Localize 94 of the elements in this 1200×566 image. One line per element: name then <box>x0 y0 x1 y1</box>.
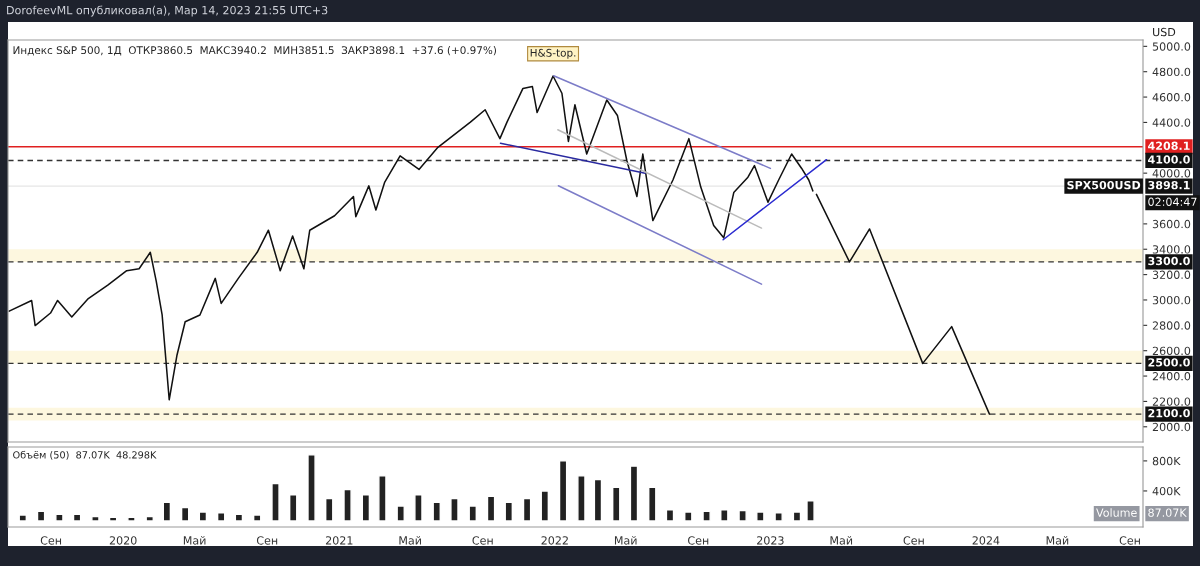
y-tick-label: 2800.0 <box>1152 321 1191 330</box>
bar <box>414 494 423 522</box>
line-series <box>8 75 814 401</box>
y-tick-label: 2400.0 <box>1152 372 1191 381</box>
bar <box>540 490 550 522</box>
x-tick-label: Сен <box>256 536 278 545</box>
bar <box>72 513 82 522</box>
bar <box>432 501 441 522</box>
x-tick-label: Сен <box>40 536 62 545</box>
x-tick-label: Май <box>183 536 206 545</box>
y-tick-label: 400K <box>1152 486 1181 496</box>
chart-title: DorofeevML опубликовал(а), Мар 14, 2023 21:55 UTC+3 <box>7 5 328 17</box>
y-axis-title: USD <box>1153 27 1176 37</box>
y-tick-label: 4000.0 <box>1152 169 1191 178</box>
x-tick-label: Май <box>830 536 853 545</box>
x-tick-label: Сен <box>688 536 709 545</box>
ref-line-label: 4100.0 <box>1148 155 1190 164</box>
ref-line-label: 3300.0 <box>1148 256 1190 266</box>
bar <box>612 486 621 522</box>
bar <box>252 514 262 522</box>
x-tick-label: Май <box>1046 536 1069 545</box>
x-tick-label: 2024 <box>972 536 1000 545</box>
bar <box>774 512 783 522</box>
bar <box>127 516 136 522</box>
bar <box>756 511 765 522</box>
bar <box>91 515 100 522</box>
line-series <box>815 193 991 415</box>
y-tick-label: 3000.0 <box>1152 295 1191 305</box>
y-tick-label: 2200.0 <box>1152 397 1191 406</box>
bar <box>198 511 208 522</box>
x-tick-label: Май <box>614 536 637 545</box>
bar <box>648 486 657 522</box>
chart-title: Объём (50) 87.07K 48.298K <box>13 450 157 460</box>
ref-line-label: 4208.1 <box>1148 141 1190 150</box>
bar <box>36 510 46 522</box>
bar <box>361 494 371 522</box>
bar <box>593 478 603 522</box>
bar <box>702 510 711 522</box>
bar <box>396 505 405 522</box>
x-tick-label: 2021 <box>325 536 353 545</box>
y-tick-label: 2600.0 <box>1152 346 1191 356</box>
x-tick-label: 2022 <box>541 536 568 545</box>
bar <box>307 454 316 522</box>
bar <box>108 516 118 522</box>
bar <box>343 488 352 522</box>
bar <box>325 497 334 522</box>
bar <box>486 495 496 522</box>
bar <box>684 511 693 522</box>
annotation: Volume <box>1096 508 1137 517</box>
y-tick-label: 4800.0 <box>1152 67 1191 77</box>
y-tick-label: 3600.0 <box>1152 219 1191 229</box>
y-tick-label: 800K <box>1152 456 1181 466</box>
x-tick-label: Сен <box>472 536 493 545</box>
bar <box>738 509 747 522</box>
bar <box>162 501 172 522</box>
bar <box>450 497 459 522</box>
x-tick-label: 2023 <box>757 536 784 545</box>
bar <box>522 497 532 522</box>
bar <box>629 465 639 522</box>
bar <box>271 482 280 522</box>
annotation: SPX500USD <box>1067 180 1141 190</box>
bar <box>558 460 568 522</box>
y-tick-label: 3200.0 <box>1152 270 1191 279</box>
ref-line-label: 3898.1 <box>1148 180 1190 190</box>
x-tick-label: Май <box>399 536 421 545</box>
ref-line-label: 2500.0 <box>1148 358 1190 367</box>
bar <box>288 494 298 522</box>
text: Индекс S&P 500, 1Д ОТКР3860.5 МАКС3940.2 МИН3851.5 ЗАКР3898.1 +37.6 (+0.97%) <box>13 46 496 56</box>
annotation: H&S-top. <box>530 48 576 59</box>
ref-line-label: 2100.0 <box>1148 408 1190 418</box>
bar <box>18 514 28 522</box>
y-tick-label: 4400.0 <box>1152 118 1191 127</box>
bar <box>665 509 675 522</box>
bar <box>216 512 226 522</box>
text: 87.07K <box>1148 508 1187 517</box>
bar <box>806 500 815 522</box>
bar <box>234 513 244 522</box>
text: 02:04:47 <box>1148 197 1197 206</box>
y-tick-label: 4600.0 <box>1152 93 1191 102</box>
bar <box>180 506 190 522</box>
y-tick-label: 3400.0 <box>1152 245 1191 254</box>
y-tick-label: 2000.0 <box>1152 422 1191 432</box>
bar <box>504 501 514 522</box>
bar <box>792 511 802 522</box>
x-tick-label: 2020 <box>109 536 137 545</box>
bar <box>468 505 477 522</box>
bar <box>55 513 64 522</box>
bar <box>577 475 586 522</box>
x-tick-label: Сен <box>903 536 924 545</box>
bar <box>145 515 154 522</box>
x-tick-label: Сен <box>1119 536 1140 545</box>
bar <box>720 509 729 522</box>
y-tick-label: 5000.0 <box>1152 42 1191 51</box>
bar <box>378 475 387 522</box>
